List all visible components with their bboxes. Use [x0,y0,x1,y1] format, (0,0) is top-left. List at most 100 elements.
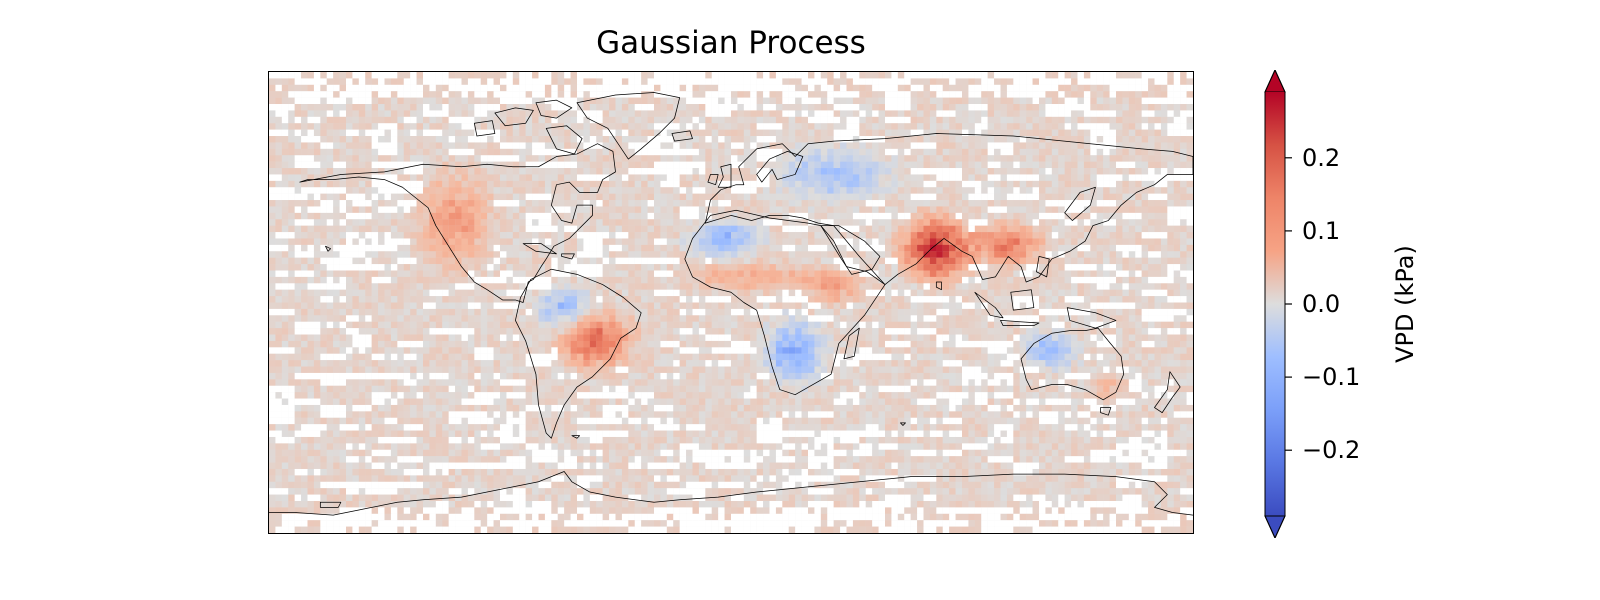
grid-cell [384,129,392,137]
grid-cell [1128,148,1136,156]
grid-cell [698,155,706,162]
grid-cell [474,225,481,233]
grid-cell [865,283,873,290]
grid-cell [313,155,321,162]
grid-cell [897,97,905,105]
grid-cell [288,110,295,117]
grid-cell [763,257,770,265]
grid-cell [1186,276,1193,284]
grid-cell [1000,276,1008,284]
grid-cell [711,168,719,175]
grid-cell [333,289,340,297]
grid-cell [346,289,353,297]
grid-cell [955,78,963,85]
grid-cell [467,225,475,233]
grid-cell [910,155,918,162]
grid-cell [698,136,706,143]
grid-cell [750,270,757,278]
grid-cell [557,116,565,124]
grid-cell [448,91,456,98]
grid-cell [987,244,995,252]
grid-cell [1032,110,1040,117]
grid-cell [557,276,565,284]
grid-cell [435,72,443,79]
grid-cell [666,244,674,252]
grid-cell [532,238,539,246]
grid-cell [1173,206,1181,213]
grid-cell [346,104,353,111]
grid-cell [378,180,385,188]
grid-cell [788,283,796,290]
grid-cell [955,200,963,207]
grid-cell [589,219,597,226]
grid-cell [904,187,911,194]
grid-cell [782,155,789,162]
grid-cell [346,225,353,233]
grid-cell [769,238,777,246]
grid-cell [955,97,963,105]
grid-cell [698,276,706,284]
grid-cell [1167,155,1174,162]
grid-cell [1039,148,1046,156]
grid-cell [647,264,655,271]
grid-cell [846,206,854,213]
grid-cell [750,219,757,226]
grid-cell [301,116,308,124]
grid-cell [782,193,789,201]
grid-cell [429,219,436,226]
grid-cell [846,123,854,130]
grid-cell [1083,270,1091,278]
grid-cell [686,148,693,156]
grid-cell [1006,251,1014,258]
grid-cell [423,123,430,130]
grid-cell [929,276,937,284]
grid-cell [512,187,520,194]
grid-cell [878,232,886,239]
grid-cell [403,283,411,290]
grid-cell [1019,123,1027,130]
grid-cell [1135,116,1142,124]
grid-cell [711,174,719,181]
grid-cell [577,116,584,124]
grid-cell [1148,104,1155,111]
grid-cell [904,72,911,79]
grid-cell [564,251,571,258]
grid-cell [557,104,565,111]
grid-cell [474,232,481,239]
grid-cell [390,219,398,226]
grid-cell [1128,78,1136,85]
grid-cell [474,104,481,111]
grid-cell [500,232,507,239]
grid-cell [1135,244,1142,252]
grid-cell [512,212,520,220]
grid-cell [551,270,558,278]
grid-cell [756,232,764,239]
grid-cell [551,212,558,220]
grid-cell [621,232,629,239]
grid-cell [487,116,494,124]
grid-cell [981,142,988,149]
grid-cell [846,129,854,137]
grid-cell [820,104,828,111]
grid-cell [269,251,276,258]
grid-cell [551,251,558,258]
grid-cell [480,212,488,220]
grid-cell [333,225,340,233]
grid-cell [846,97,854,105]
grid-cell [808,110,815,117]
grid-cell [929,142,937,149]
grid-cell [846,212,854,220]
grid-cell [1109,264,1117,271]
grid-cell [615,289,623,297]
grid-cell [814,161,821,169]
grid-cell [897,270,905,278]
grid-cell [775,244,783,252]
grid-cell [326,283,334,290]
grid-cell [711,219,719,226]
grid-cell [1116,212,1123,220]
grid-cell [596,193,603,201]
grid-cell [692,136,700,143]
grid-cell [737,142,744,149]
grid-cell [416,244,424,252]
grid-cell [994,180,1001,188]
